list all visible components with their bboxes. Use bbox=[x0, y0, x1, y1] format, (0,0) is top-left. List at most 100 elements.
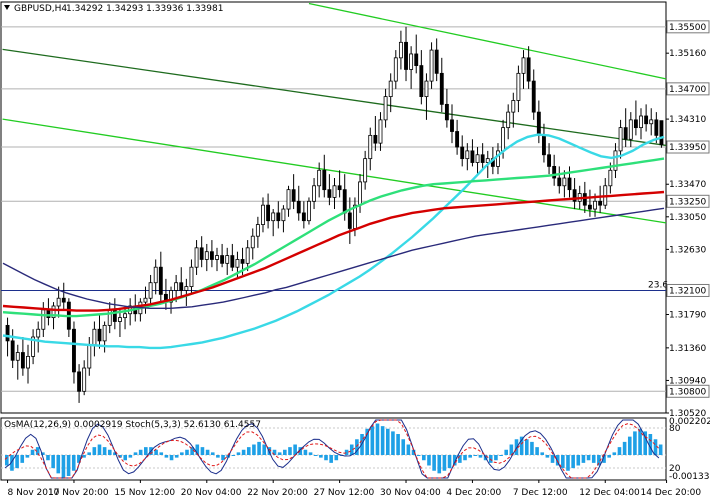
osma-bar bbox=[51, 455, 55, 469]
candle-body bbox=[562, 177, 567, 187]
candle-body bbox=[174, 282, 179, 291]
osma-bar bbox=[154, 449, 158, 455]
candle-body bbox=[184, 286, 189, 291]
osma-bar bbox=[257, 441, 261, 455]
osma-bar bbox=[195, 444, 200, 455]
candle-body bbox=[608, 169, 613, 187]
candle-body bbox=[220, 255, 225, 264]
candle-body bbox=[235, 259, 240, 268]
candle-body bbox=[215, 255, 219, 260]
oscillator-frame bbox=[0, 417, 667, 481]
osma-bar bbox=[159, 452, 164, 455]
osma-bar bbox=[102, 447, 107, 455]
candle-body bbox=[82, 367, 87, 392]
osma-bar bbox=[447, 455, 452, 469]
price-tick-label: 1.33470 bbox=[669, 180, 706, 190]
candle-body bbox=[189, 266, 194, 287]
fib-label: 23.6 bbox=[648, 280, 668, 290]
osma-bar bbox=[236, 452, 241, 455]
price-tick-label: 1.32100 bbox=[669, 286, 706, 296]
osma-bar bbox=[597, 455, 601, 466]
candle-body bbox=[470, 150, 475, 163]
candle-body bbox=[250, 235, 255, 249]
osma-bar bbox=[617, 447, 622, 455]
candle-body bbox=[501, 127, 506, 152]
osma-bar bbox=[633, 431, 637, 455]
candle-body bbox=[511, 100, 516, 113]
osma-bar bbox=[5, 455, 9, 466]
osma-bar bbox=[375, 423, 380, 455]
ohlc-readout: 1.34292 1.34293 1.33936 1.33981 bbox=[66, 4, 223, 14]
osma-bar bbox=[329, 455, 333, 463]
osma-bar bbox=[545, 455, 550, 458]
osma-bar bbox=[185, 449, 189, 455]
osma-bar bbox=[221, 455, 225, 461]
osma-bar bbox=[35, 447, 40, 455]
osma-bar bbox=[344, 449, 349, 455]
osma-bar bbox=[540, 452, 545, 455]
osma-bar bbox=[10, 455, 14, 471]
osma-bar bbox=[288, 447, 292, 455]
time-label: 10 Nov 20:00 bbox=[48, 488, 109, 498]
osma-bar bbox=[370, 426, 375, 455]
osma-bar bbox=[509, 444, 514, 455]
candle-body bbox=[36, 328, 41, 338]
osma-bar bbox=[61, 455, 66, 479]
osma-bar bbox=[566, 455, 570, 471]
osma-bar bbox=[653, 439, 658, 455]
osma-bar bbox=[123, 455, 128, 461]
osma-bar bbox=[396, 434, 400, 455]
osma-bar bbox=[324, 455, 328, 461]
osma-bar bbox=[313, 455, 318, 456]
osma-bar bbox=[622, 441, 627, 455]
osma-bar bbox=[530, 441, 534, 455]
osma-bar bbox=[411, 449, 416, 455]
candle-body bbox=[72, 328, 76, 373]
symbol-title: GBPUSD,H4 bbox=[14, 4, 67, 14]
price-tick-label: 1.34700 bbox=[669, 85, 706, 95]
candle-body bbox=[179, 282, 184, 291]
candle-body bbox=[521, 57, 526, 74]
candle-body bbox=[158, 266, 163, 295]
candle-body bbox=[542, 134, 546, 156]
candle-body bbox=[194, 247, 199, 268]
candle-body bbox=[659, 120, 664, 146]
time-label: 20 Nov 04:00 bbox=[181, 488, 242, 498]
osma-bar bbox=[349, 444, 354, 455]
candle-body bbox=[414, 53, 419, 66]
candle-body bbox=[5, 324, 10, 342]
ma-line-green bbox=[2, 157, 665, 318]
candle-body bbox=[552, 165, 557, 179]
osma-bar bbox=[30, 449, 35, 455]
osma-bar bbox=[71, 455, 76, 471]
price-label-box bbox=[666, 283, 710, 297]
osma-bar bbox=[87, 452, 91, 455]
osma-bar bbox=[571, 455, 575, 469]
osma-bar bbox=[452, 455, 457, 466]
osma-bar bbox=[463, 455, 467, 461]
stoch-signal-line bbox=[4, 419, 660, 479]
price-tick-label: 1.30520 bbox=[669, 409, 706, 419]
candle-body bbox=[245, 247, 250, 264]
osma-bar bbox=[576, 455, 581, 466]
osma-bar bbox=[164, 455, 169, 458]
candle-body bbox=[465, 150, 470, 160]
candle-body bbox=[296, 200, 301, 214]
price-tick-label: 1.31790 bbox=[669, 311, 706, 321]
price-tick-label: 1.30940 bbox=[669, 376, 706, 386]
time-label: 12 Dec 04:00 bbox=[579, 488, 640, 498]
oscillator-title: OsMA(12,26,9) 0.0002919 Stoch(5,3,3) 52.… bbox=[4, 420, 261, 430]
candle-body bbox=[531, 80, 536, 113]
osma-bar bbox=[308, 452, 313, 455]
osma-bar bbox=[648, 434, 653, 455]
osma-bar bbox=[283, 449, 287, 455]
candle-body bbox=[204, 251, 209, 260]
candle-body bbox=[261, 204, 265, 225]
osma-bar bbox=[401, 439, 406, 455]
candle-body bbox=[281, 208, 286, 222]
time-label: 8 Nov 2017 bbox=[8, 488, 60, 498]
osma-bar bbox=[272, 449, 277, 455]
osma-bar bbox=[144, 447, 148, 455]
osma-bar bbox=[205, 449, 210, 455]
